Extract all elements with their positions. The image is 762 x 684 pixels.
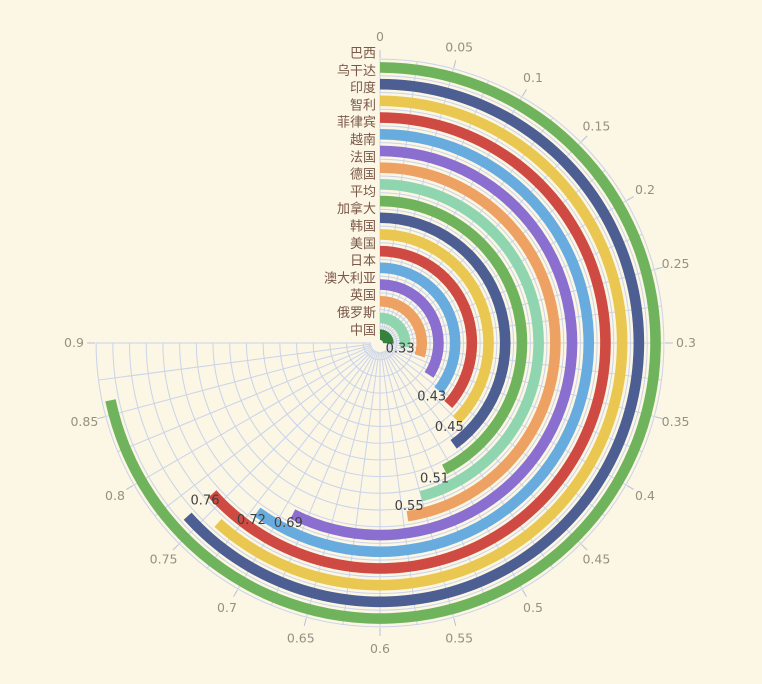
angle-axis-label: 0.25 — [662, 256, 690, 271]
angle-axis-label: 0.4 — [635, 488, 655, 503]
bar-value-label: 0.76 — [191, 494, 220, 509]
axis-tick — [522, 89, 527, 97]
angle-axis-label: 0.55 — [445, 631, 473, 646]
angle-axis-label: 0.15 — [582, 119, 610, 134]
angle-axis-label: 0.9 — [64, 335, 84, 350]
category-label-英国: 英国 — [350, 289, 376, 304]
grid-spoke — [154, 348, 374, 517]
polar-bar-澳大利亚[interactable] — [380, 279, 444, 378]
category-label-加拿大: 加拿大 — [337, 201, 376, 217]
polar-bar-日本[interactable] — [380, 262, 461, 394]
angle-axis-label: 0.8 — [105, 488, 125, 503]
category-label-日本: 日本 — [350, 254, 376, 269]
axis-tick — [233, 589, 238, 597]
polar-bar-乌干达[interactable] — [183, 78, 645, 608]
axis-tick — [453, 618, 457, 627]
category-label-乌干达: 乌干达 — [337, 63, 376, 79]
angle-axis-label: 0.1 — [523, 70, 543, 85]
grid-spoke — [133, 347, 373, 486]
polar-bar-韩国[interactable] — [380, 229, 494, 424]
category-label-韩国: 韩国 — [350, 220, 376, 235]
grid-spoke — [178, 349, 374, 545]
bar-value-labels: 0.76 0.72 0.69 0.55 0.51 0.45 0.43 0.33 — [191, 342, 464, 532]
angle-axis-label: 0.85 — [70, 414, 98, 429]
angle-axis-label: 0.2 — [635, 182, 655, 197]
category-label-中国: 中国 — [350, 323, 376, 338]
angle-axis-label: 0.6 — [370, 641, 390, 656]
grid-spoke — [117, 345, 372, 453]
category-label-澳大利亚: 澳大利亚 — [324, 270, 376, 286]
axis-tick — [626, 485, 634, 490]
axis-tick — [626, 196, 634, 201]
angle-axis-label: 0.5 — [523, 600, 543, 615]
angle-axis-label: 0.35 — [662, 414, 690, 429]
axis-tick — [655, 416, 664, 420]
axis-tick — [581, 544, 588, 551]
category-label-法国: 法国 — [350, 150, 376, 165]
axis-tick — [522, 589, 527, 597]
bar-value-label: 0.43 — [417, 390, 446, 405]
category-label-德国: 德国 — [350, 168, 376, 183]
axis-tick — [172, 544, 179, 551]
angle-axis-label: 0.05 — [445, 39, 473, 54]
bar-series — [105, 62, 661, 624]
angle-axis-ticks — [87, 50, 673, 636]
polar-bar-美国[interactable] — [380, 245, 478, 409]
polar-bar-智利[interactable] — [208, 112, 611, 574]
angle-axis-label: 0.75 — [150, 551, 178, 566]
axis-tick — [126, 485, 134, 490]
axis-tick — [303, 618, 307, 627]
grid-spoke — [105, 344, 372, 417]
category-label-菲律宾: 菲律宾 — [337, 115, 376, 131]
bar-value-label: 0.33 — [386, 342, 415, 357]
polar-bar-加拿大[interactable] — [380, 212, 511, 449]
angle-axis-label: 0.7 — [217, 600, 237, 615]
bar-value-label: 0.69 — [274, 516, 303, 531]
axis-tick — [581, 135, 588, 142]
category-label-俄罗斯: 俄罗斯 — [337, 306, 376, 321]
polar-bar-俄罗斯[interactable] — [380, 312, 411, 348]
axis-tick — [655, 266, 664, 270]
category-label-智利: 智利 — [350, 98, 376, 113]
polar-bar-中国[interactable] — [380, 329, 394, 344]
angle-axis-label: 0.3 — [676, 335, 696, 350]
bar-value-label: 0.55 — [395, 499, 424, 514]
polar-bar-英国[interactable] — [380, 295, 428, 358]
angle-axis-labels: 0 0.05 0.1 0.15 0.2 0.25 0.3 0.35 0.4 0.45 0.5 0.55… — [64, 29, 696, 656]
angle-axis-label: 0 — [376, 29, 384, 44]
angle-axis-label: 0.45 — [582, 551, 610, 566]
bar-value-label: 0.51 — [420, 471, 449, 486]
category-label-越南: 越南 — [350, 132, 376, 148]
category-label-印度: 印度 — [350, 80, 376, 96]
category-label-巴西: 巴西 — [350, 47, 376, 62]
category-label-平均: 平均 — [350, 185, 376, 200]
category-label-美国: 美国 — [350, 237, 376, 252]
bar-value-label: 0.72 — [237, 513, 266, 528]
axis-tick — [453, 59, 457, 68]
angle-axis-label: 0.65 — [287, 631, 315, 646]
grid-spoke — [98, 343, 372, 381]
bar-value-label: 0.45 — [435, 420, 464, 435]
axis-tick — [96, 416, 105, 420]
